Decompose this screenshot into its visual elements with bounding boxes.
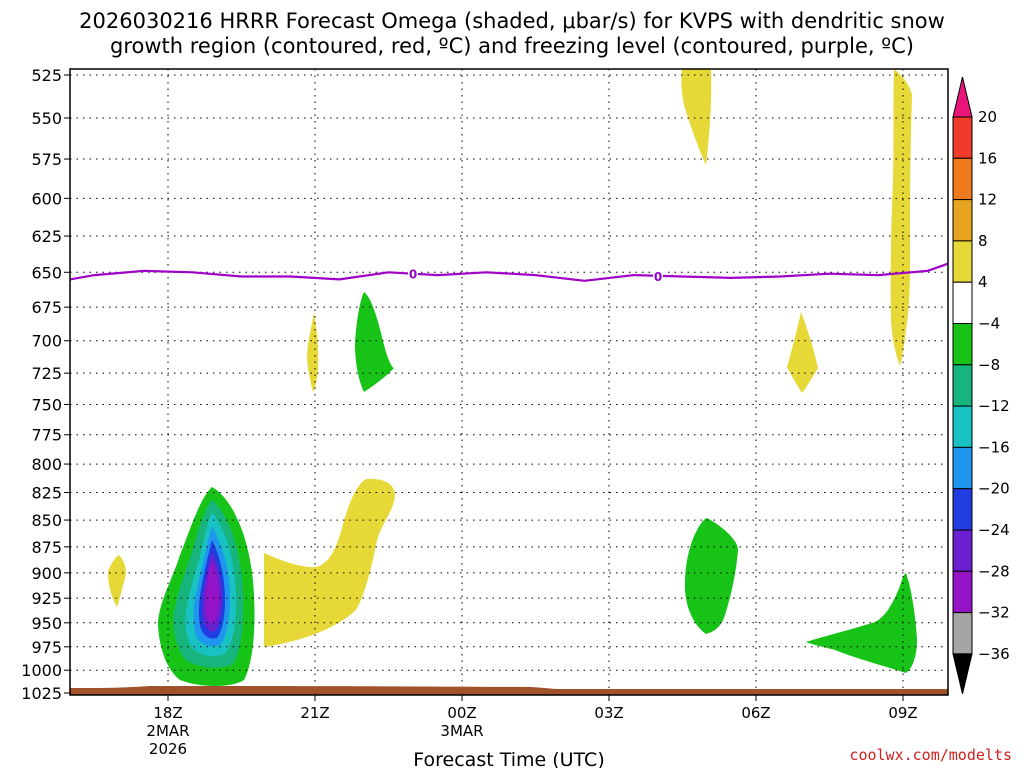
colorbar-label: −36 <box>978 645 1010 663</box>
ground-surface <box>70 686 948 695</box>
chart-title-line-1: 2026030216 HRRR Forecast Omega (shaded, … <box>79 9 945 33</box>
freezing-label-bg <box>653 268 663 282</box>
y-tick-label: 850 <box>31 511 62 530</box>
colorbar-bin <box>952 446 973 490</box>
colorbar-top-arrow <box>952 76 973 118</box>
y-tick-label: 775 <box>31 426 62 445</box>
omega-neg-upper-22z <box>355 292 394 392</box>
omega-pos-thin-21z <box>307 312 319 392</box>
colorbar-bottom-arrow <box>952 653 973 695</box>
y-tick-label: 875 <box>31 538 62 557</box>
y-tick-label: 525 <box>31 66 62 85</box>
y-tick-label: 625 <box>31 227 62 246</box>
omega-pos-upper-05z <box>681 69 712 165</box>
y-tick-label: 550 <box>31 109 62 128</box>
y-tick-label: 750 <box>31 395 62 414</box>
omega-pos-tall-09z <box>890 69 912 366</box>
x-tick-label: 03Z <box>594 704 623 722</box>
colorbar-label: −8 <box>978 356 1000 374</box>
colorbar-bin <box>952 570 973 614</box>
freezing-level-label: 0 <box>654 270 662 284</box>
freezing-level-contour <box>69 262 949 282</box>
y-tick-label: 1025 <box>21 684 62 703</box>
plot-frame <box>69 68 949 696</box>
colorbar-label: −24 <box>978 521 1010 539</box>
y-tick-label: 675 <box>31 298 62 317</box>
colorbar-bin <box>952 405 973 448</box>
y-tick-label: 600 <box>31 189 62 208</box>
y-tick-label: 650 <box>31 263 62 282</box>
omega-neg-late-09z <box>806 573 917 673</box>
colorbar-bin <box>952 240 973 283</box>
y-tick-label: 725 <box>31 364 62 383</box>
colorbar-label: −12 <box>978 397 1010 415</box>
omega-neg-lower-05z <box>684 518 738 634</box>
omega-pos-lower-mid <box>264 478 395 647</box>
colorbar-bin <box>952 529 973 572</box>
omega-shading-layer <box>108 69 917 686</box>
colorbar-label: 16 <box>978 149 997 167</box>
omega-pos-07z <box>787 312 818 393</box>
colorbar-bin <box>952 116 973 159</box>
colorbar: 20 16 12 8 4 −4 −8 −12 −16 −20 −24 −28 −32 −36 <box>952 76 1010 695</box>
x-tick-date: 2MAR <box>146 722 189 740</box>
x-axis-title: Forecast Time (UTC) <box>413 749 604 768</box>
y-tick-label: 825 <box>31 483 62 502</box>
colorbar-label: 8 <box>978 232 988 250</box>
freezing-level-label: 0 <box>409 268 417 282</box>
colorbar-bin <box>952 612 973 655</box>
y-tick-label: 700 <box>31 332 62 351</box>
colorbar-label: −16 <box>978 438 1010 456</box>
colorbar-label: 12 <box>978 191 997 209</box>
colorbar-bin <box>952 157 973 201</box>
x-tick-label: 06Z <box>741 704 770 722</box>
colorbar-label: −32 <box>978 604 1010 622</box>
x-tick-label: 18Z <box>153 704 182 722</box>
colorbar-bin <box>952 323 973 366</box>
x-tick-year: 2026 <box>149 740 187 758</box>
x-tick-date: 3MAR <box>440 722 483 740</box>
y-tick-label: 900 <box>31 564 62 583</box>
colorbar-label: −20 <box>978 480 1010 498</box>
y-tick-label: 575 <box>31 150 62 169</box>
y-axis: 525 550 575 600 625 650 675 700 725 750 775 800 825 8… <box>21 66 70 703</box>
omega-core-level-7 <box>205 562 219 624</box>
y-tick-label: 975 <box>31 638 62 657</box>
omega-pos-blob-early <box>108 555 126 607</box>
colorbar-bin <box>952 281 973 325</box>
x-tick-label: 21Z <box>300 704 329 722</box>
x-tick-label: 00Z <box>447 704 476 722</box>
y-tick-label: 800 <box>31 455 62 474</box>
y-tick-label: 925 <box>31 589 62 608</box>
colorbar-label: 4 <box>978 273 988 291</box>
credit-text: coolwx.com/modelts <box>849 746 1012 764</box>
y-tick-label: 950 <box>31 614 62 633</box>
chart-title-line-2: growth region (contoured, red, ºC) and f… <box>110 34 914 58</box>
colorbar-bin <box>952 364 973 407</box>
y-tick-label: 1000 <box>21 661 62 680</box>
freezing-label-bg <box>408 266 418 280</box>
colorbar-label: −4 <box>978 315 1000 333</box>
x-tick-label: 09Z <box>888 704 917 722</box>
colorbar-bin <box>952 199 973 242</box>
colorbar-label: −28 <box>978 562 1010 580</box>
colorbar-bin <box>952 488 973 531</box>
colorbar-label: 20 <box>978 108 997 126</box>
